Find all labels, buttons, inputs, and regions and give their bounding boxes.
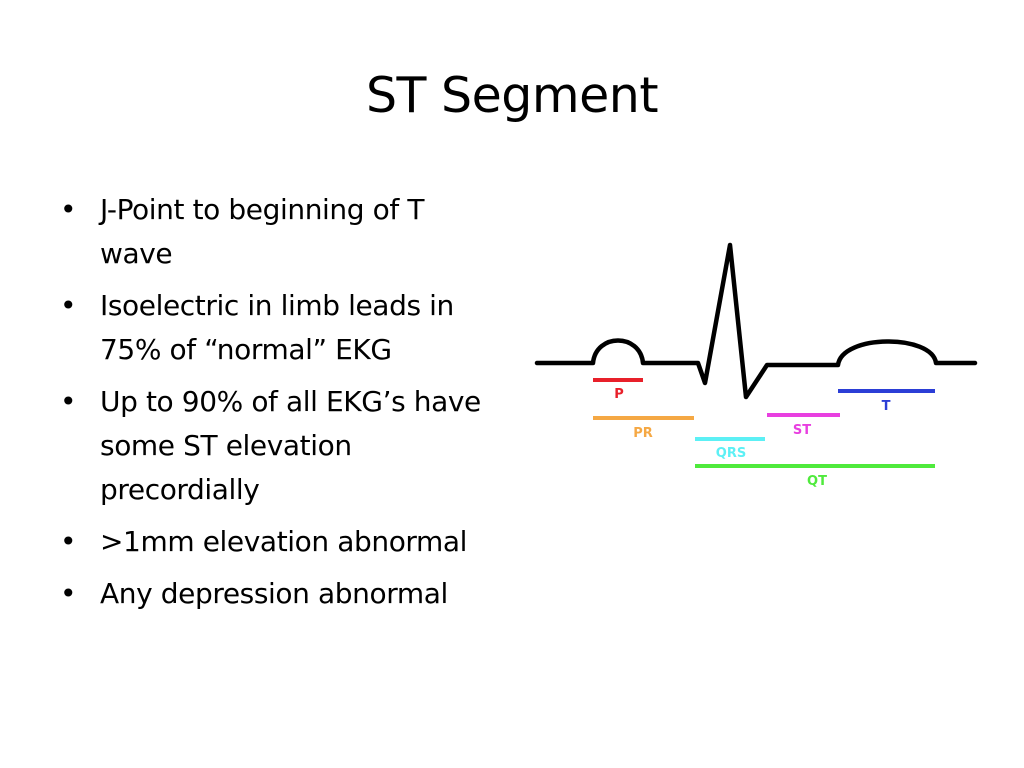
p-label: P <box>614 387 624 402</box>
ekg-diagram: P PR QRS ST T QT <box>534 242 978 489</box>
bullet-item-1: J-Point to beginning of T wave <box>60 188 500 276</box>
bullet-item-5: Any depression abnormal <box>60 572 500 616</box>
pr-label: PR <box>633 426 653 441</box>
bullet-item-3: Up to 90% of all EKG’s have some ST elev… <box>60 380 500 512</box>
qt-label: QT <box>807 474 827 489</box>
st-label: ST <box>793 423 811 438</box>
bullet-item-2: Isoelectric in limb leads in 75% of “nor… <box>60 284 500 372</box>
bullet-list: J-Point to beginning of T wave Isoelectr… <box>60 188 500 624</box>
ekg-trace <box>534 242 978 400</box>
slide-title: ST Segment <box>365 67 659 124</box>
t-label: T <box>882 399 891 414</box>
bullet-item-4: >1mm elevation abnormal <box>60 520 500 564</box>
qrs-label: QRS <box>716 446 746 461</box>
